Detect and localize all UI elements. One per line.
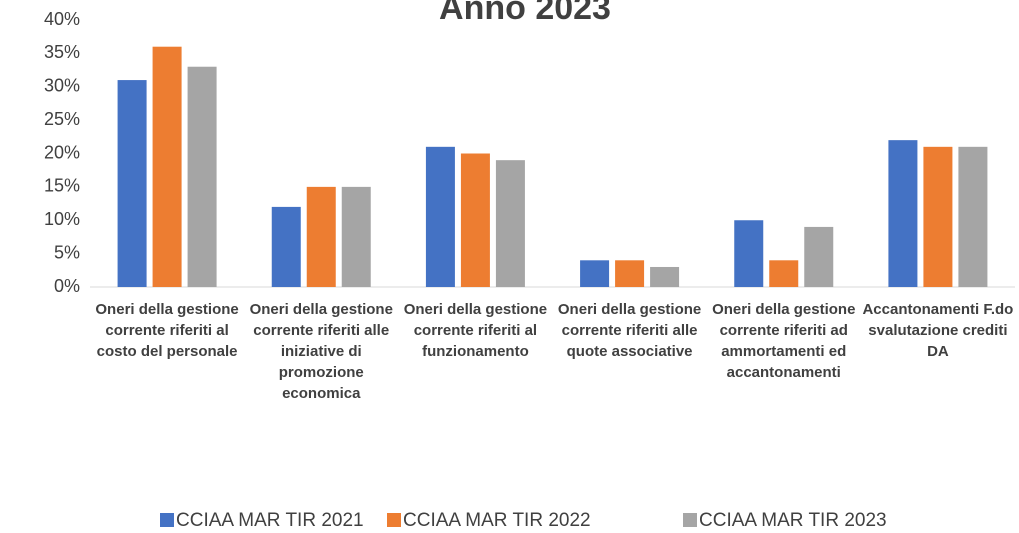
y-tick-label: 25% bbox=[44, 109, 80, 129]
bar bbox=[117, 80, 147, 287]
y-tick-label: 30% bbox=[44, 76, 80, 96]
legend-swatch bbox=[683, 513, 697, 527]
bar bbox=[888, 140, 918, 287]
bar bbox=[734, 220, 764, 287]
bar bbox=[958, 146, 988, 287]
bar bbox=[650, 266, 680, 287]
legend-swatch bbox=[160, 513, 174, 527]
x-tick-label: Accantonamenti F.do svalutazione crediti… bbox=[862, 301, 1014, 360]
y-tick-label: 0% bbox=[54, 276, 80, 296]
bar bbox=[341, 186, 371, 287]
bar bbox=[580, 260, 610, 287]
bar bbox=[425, 146, 455, 287]
bar bbox=[460, 153, 490, 287]
legend-label: CCIAA MAR TIR 2022 bbox=[403, 510, 591, 531]
bar bbox=[495, 160, 525, 287]
y-tick-label: 40% bbox=[44, 9, 80, 29]
bar bbox=[152, 46, 182, 288]
x-tick-label: Oneri della gestione corrente riferiti a… bbox=[557, 301, 702, 360]
legend-swatch bbox=[387, 513, 401, 527]
y-tick-label: 10% bbox=[44, 209, 80, 229]
x-tick-label: Oneri della gestione corrente riferiti a… bbox=[712, 301, 856, 381]
legend-label: CCIAA MAR TIR 2021 bbox=[176, 510, 364, 531]
y-tick-label: 5% bbox=[54, 242, 80, 262]
y-tick-label: 15% bbox=[44, 176, 80, 196]
legend-label: CCIAA MAR TIR 2023 bbox=[699, 510, 887, 531]
bar bbox=[187, 66, 217, 287]
bar bbox=[923, 146, 953, 287]
bar bbox=[615, 260, 645, 287]
x-tick-label: Oneri della gestione corrente riferiti a… bbox=[403, 301, 548, 360]
bar bbox=[271, 206, 301, 287]
x-tick-label: Oneri della gestione corrente riferiti a… bbox=[95, 301, 239, 360]
x-tick-label: Oneri della gestione corrente riferiti a… bbox=[249, 301, 393, 402]
y-tick-label: 35% bbox=[44, 42, 80, 62]
bar bbox=[804, 226, 834, 287]
bar bbox=[769, 260, 799, 287]
bar bbox=[306, 186, 336, 287]
chart-title: Anno 2023 bbox=[439, 0, 611, 27]
y-tick-label: 20% bbox=[44, 142, 80, 162]
